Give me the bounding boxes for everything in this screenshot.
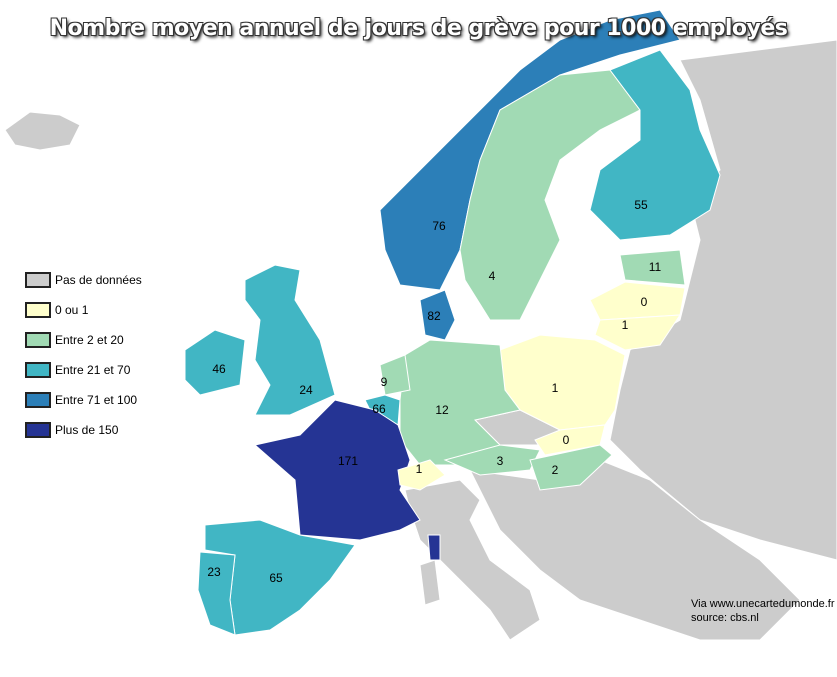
legend-item-21-70: Entre 21 et 70 <box>25 355 142 385</box>
credit-via: Via www.unecartedumonde.fr <box>691 598 835 610</box>
legend-label: Entre 21 et 70 <box>55 363 131 377</box>
balkans <box>469 459 801 641</box>
label-latvia: 0 <box>640 295 648 309</box>
country-denmark <box>419 289 456 341</box>
legend-swatch <box>25 422 51 438</box>
label-denmark: 82 <box>427 309 441 323</box>
legend-label: Pas de données <box>55 273 142 287</box>
italy <box>404 479 541 641</box>
legend-label: Plus de 150 <box>55 423 119 437</box>
label-spain: 65 <box>269 571 283 585</box>
legend-item-2-20: Entre 2 et 20 <box>25 325 142 355</box>
label-estonia: 11 <box>648 260 662 274</box>
credit-source: source: cbs.nl <box>691 612 759 624</box>
no-data-land <box>4 39 837 641</box>
country-portugal <box>197 551 236 636</box>
country-switzerland <box>397 459 446 491</box>
country-ireland <box>184 329 246 396</box>
label-austria: 3 <box>496 454 504 468</box>
label-poland: 1 <box>551 381 559 395</box>
country-norway <box>379 9 681 291</box>
country-latvia <box>589 281 686 321</box>
legend-item-0-1: 0 ou 1 <box>25 295 142 325</box>
label-uk: 24 <box>299 383 313 397</box>
label-sweden: 4 <box>488 269 496 283</box>
country-estonia <box>619 249 686 286</box>
country-corsica <box>427 534 441 561</box>
country-uk <box>244 264 336 416</box>
legend-swatch <box>25 332 51 348</box>
legend-label: Entre 71 et 100 <box>55 393 138 407</box>
legend-label: Entre 2 et 20 <box>55 333 124 347</box>
credit: Via www.unecartedumonde.fr source: cbs.n… <box>691 597 835 625</box>
label-belgium: 66 <box>372 402 386 416</box>
iceland <box>4 111 81 151</box>
country-lithuania <box>594 314 681 351</box>
label-hungary: 2 <box>551 463 559 477</box>
label-portugal: 23 <box>207 565 221 579</box>
country-hungary <box>529 444 613 491</box>
legend: Pas de données 0 ou 1 Entre 2 et 20 Entr… <box>25 265 142 445</box>
country-netherlands <box>379 354 411 396</box>
label-norway: 76 <box>432 219 446 233</box>
legend-swatch <box>25 362 51 378</box>
legend-item-no-data: Pas de données <box>25 265 142 295</box>
legend-swatch <box>25 272 51 288</box>
legend-swatch <box>25 392 51 408</box>
label-netherlands: 9 <box>380 375 388 389</box>
legend-item-150: Plus de 150 <box>25 415 142 445</box>
label-lithuania: 1 <box>621 318 629 332</box>
country-finland <box>589 49 721 241</box>
label-germany: 12 <box>435 403 449 417</box>
label-slovakia: 0 <box>562 433 570 447</box>
legend-item-71-100: Entre 71 et 100 <box>25 385 142 415</box>
legend-swatch <box>25 302 51 318</box>
legend-label: 0 ou 1 <box>55 303 89 317</box>
label-france: 171 <box>337 454 359 468</box>
country-sweden <box>459 69 641 321</box>
sardinia <box>419 559 441 606</box>
country-slovakia <box>534 424 606 456</box>
label-switzerland: 1 <box>415 462 423 476</box>
map-title: Nombre moyen annuel de jours de grève po… <box>49 16 788 41</box>
label-finland: 55 <box>634 198 648 212</box>
label-ireland: 46 <box>212 362 226 376</box>
